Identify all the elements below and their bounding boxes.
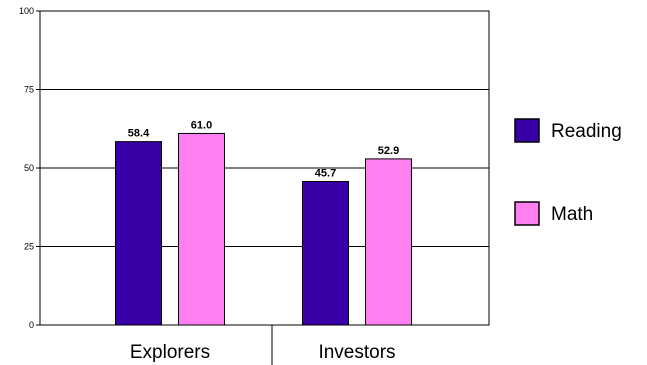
legend-swatch-reading	[514, 118, 540, 143]
y-tick-label: 100	[19, 6, 34, 16]
y-tick-label: 0	[29, 320, 34, 330]
gridlines	[40, 89, 489, 247]
bars	[115, 132, 412, 326]
x-category-label: Explorers	[130, 342, 210, 363]
y-axis-ticks: 0 25 50 75 100	[19, 6, 40, 330]
y-tick-label: 25	[24, 242, 34, 252]
legend: Reading Math	[514, 118, 622, 226]
data-label: 45.7	[315, 168, 336, 180]
x-axis-categories: Explorers Investors	[130, 325, 396, 365]
legend-swatch-math	[514, 201, 540, 226]
legend-label: Reading	[551, 121, 622, 142]
data-label: 58.4	[128, 128, 150, 140]
y-tick-label: 50	[24, 163, 34, 173]
bar-reading-investors	[302, 181, 349, 326]
y-tick-label: 75	[24, 85, 34, 95]
data-label: 52.9	[378, 145, 399, 157]
x-category-label: Investors	[318, 342, 395, 363]
legend-label: Math	[551, 204, 593, 225]
data-label: 61.0	[191, 119, 212, 131]
data-labels: 58.4 61.0 45.7 52.9	[128, 119, 399, 179]
bar-reading-explorers	[115, 141, 162, 326]
plot-frame	[39, 10, 490, 326]
bar-math-explorers	[178, 132, 225, 326]
plot-area-border	[39, 10, 490, 326]
bar-math-investors	[365, 158, 412, 326]
